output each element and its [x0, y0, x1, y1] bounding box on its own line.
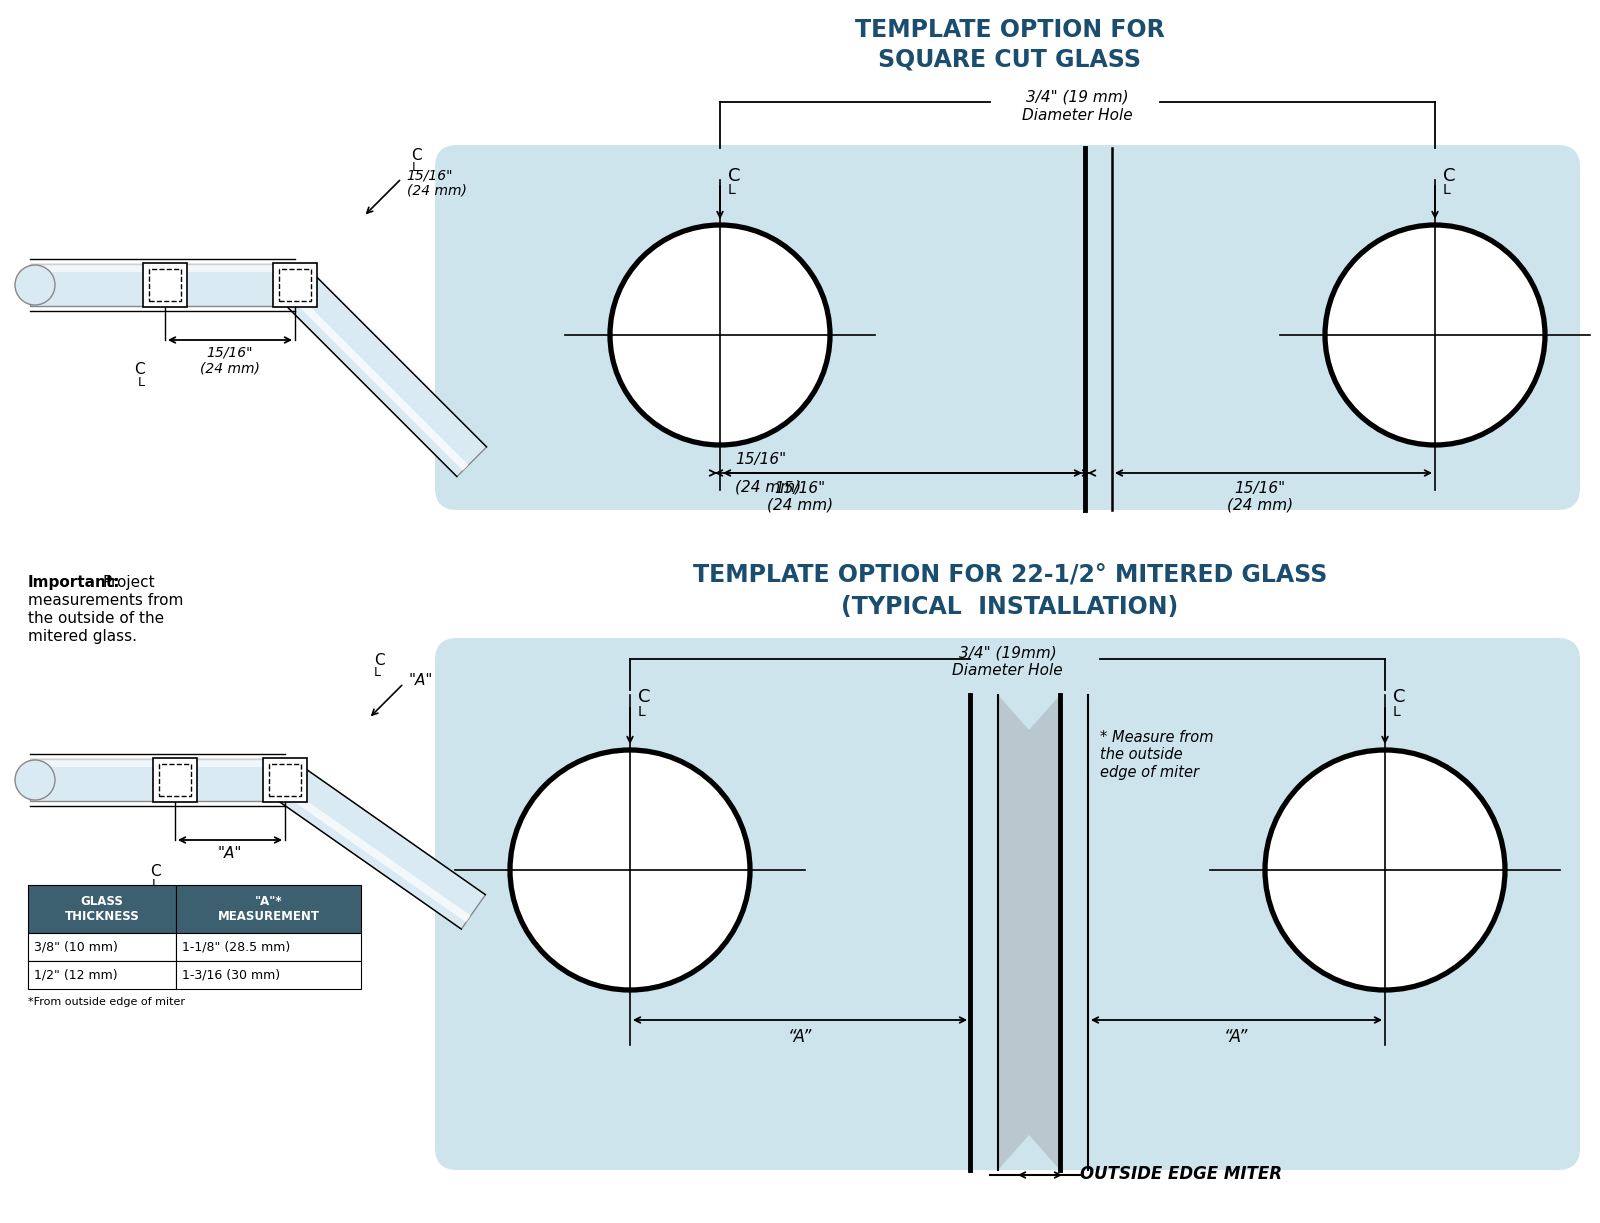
Polygon shape	[30, 759, 285, 801]
Polygon shape	[280, 270, 486, 477]
Text: “A”: “A”	[787, 1029, 813, 1046]
Text: C: C	[1443, 168, 1456, 185]
Text: 3/4" (19 mm): 3/4" (19 mm)	[1026, 91, 1130, 105]
Polygon shape	[278, 784, 470, 922]
Polygon shape	[142, 263, 187, 307]
Text: Diameter Hole: Diameter Hole	[1022, 108, 1133, 124]
FancyBboxPatch shape	[435, 638, 1581, 1170]
Text: 1-1/8" (28.5 mm): 1-1/8" (28.5 mm)	[182, 940, 290, 953]
Polygon shape	[30, 759, 285, 767]
Text: C: C	[638, 689, 651, 706]
Text: * Measure from
the outside
edge of miter: * Measure from the outside edge of miter	[1101, 730, 1213, 780]
Text: (24 mm): (24 mm)	[734, 479, 802, 494]
Text: "A"*
MEASUREMENT: "A"* MEASUREMENT	[218, 895, 320, 923]
Text: (TYPICAL  INSTALLATION): (TYPICAL INSTALLATION)	[842, 596, 1179, 619]
Polygon shape	[30, 264, 294, 306]
Text: SQUARE CUT GLASS: SQUARE CUT GLASS	[878, 48, 1141, 72]
Text: "A": "A"	[408, 674, 434, 689]
Text: Project: Project	[102, 575, 155, 589]
Text: C: C	[150, 863, 160, 879]
Text: 15/16": 15/16"	[734, 453, 786, 467]
Polygon shape	[154, 758, 197, 802]
Polygon shape	[176, 960, 362, 988]
Text: (24 mm): (24 mm)	[200, 362, 259, 375]
Text: L: L	[638, 704, 646, 719]
Text: 1/2" (12 mm): 1/2" (12 mm)	[34, 969, 118, 981]
Text: measurements from: measurements from	[29, 593, 184, 608]
Text: Diameter Hole: Diameter Hole	[952, 663, 1062, 678]
Circle shape	[510, 750, 750, 989]
Text: C: C	[134, 362, 146, 377]
Polygon shape	[29, 933, 176, 960]
Text: 3/8" (10 mm): 3/8" (10 mm)	[34, 940, 118, 953]
Text: L: L	[411, 161, 419, 175]
Text: 1-3/16 (30 mm): 1-3/16 (30 mm)	[182, 969, 280, 981]
Text: OUTSIDE EDGE MITER: OUTSIDE EDGE MITER	[1080, 1166, 1282, 1183]
Text: 15/16": 15/16"	[1235, 481, 1285, 497]
Text: "A": "A"	[218, 846, 242, 861]
Text: C: C	[411, 148, 422, 164]
Text: L: L	[374, 667, 381, 680]
Text: Important:: Important:	[29, 575, 120, 589]
Text: L: L	[152, 878, 158, 892]
Text: mitered glass.: mitered glass.	[29, 629, 138, 645]
Text: *From outside edge of miter: *From outside edge of miter	[29, 997, 186, 1007]
Polygon shape	[274, 263, 317, 307]
Text: (24 mm): (24 mm)	[1227, 498, 1293, 512]
Text: L: L	[1394, 704, 1400, 719]
Text: (24 mm): (24 mm)	[406, 183, 467, 197]
Text: (24 mm): (24 mm)	[766, 498, 834, 512]
FancyBboxPatch shape	[435, 146, 1581, 510]
Text: 15/16": 15/16"	[774, 481, 826, 497]
Text: 3/4" (19mm): 3/4" (19mm)	[958, 645, 1056, 660]
Polygon shape	[29, 885, 176, 933]
Text: C: C	[728, 168, 741, 185]
Polygon shape	[286, 289, 469, 471]
Text: L: L	[728, 183, 736, 197]
Text: TEMPLATE OPTION FOR 22-1/2° MITERED GLASS: TEMPLATE OPTION FOR 22-1/2° MITERED GLAS…	[693, 563, 1326, 587]
Text: GLASS
THICKNESS: GLASS THICKNESS	[64, 895, 139, 923]
Text: L: L	[138, 375, 146, 389]
Circle shape	[14, 759, 54, 800]
Polygon shape	[176, 933, 362, 960]
Circle shape	[1325, 225, 1546, 445]
Polygon shape	[998, 1135, 1059, 1170]
Text: C: C	[1394, 689, 1405, 706]
Text: 15/16": 15/16"	[406, 169, 453, 182]
Text: L: L	[1443, 183, 1451, 197]
Polygon shape	[29, 960, 176, 988]
Text: the outside of the: the outside of the	[29, 612, 165, 626]
Polygon shape	[998, 695, 1059, 730]
Circle shape	[1266, 750, 1506, 989]
Text: C: C	[374, 653, 384, 669]
Polygon shape	[998, 695, 1059, 1170]
Polygon shape	[262, 758, 307, 802]
Polygon shape	[30, 264, 294, 272]
Circle shape	[610, 225, 830, 445]
Circle shape	[14, 265, 54, 305]
Text: TEMPLATE OPTION FOR: TEMPLATE OPTION FOR	[854, 18, 1165, 42]
Polygon shape	[176, 885, 362, 933]
Text: 15/16": 15/16"	[206, 346, 253, 360]
Text: “A”: “A”	[1224, 1029, 1248, 1046]
Polygon shape	[274, 763, 485, 929]
